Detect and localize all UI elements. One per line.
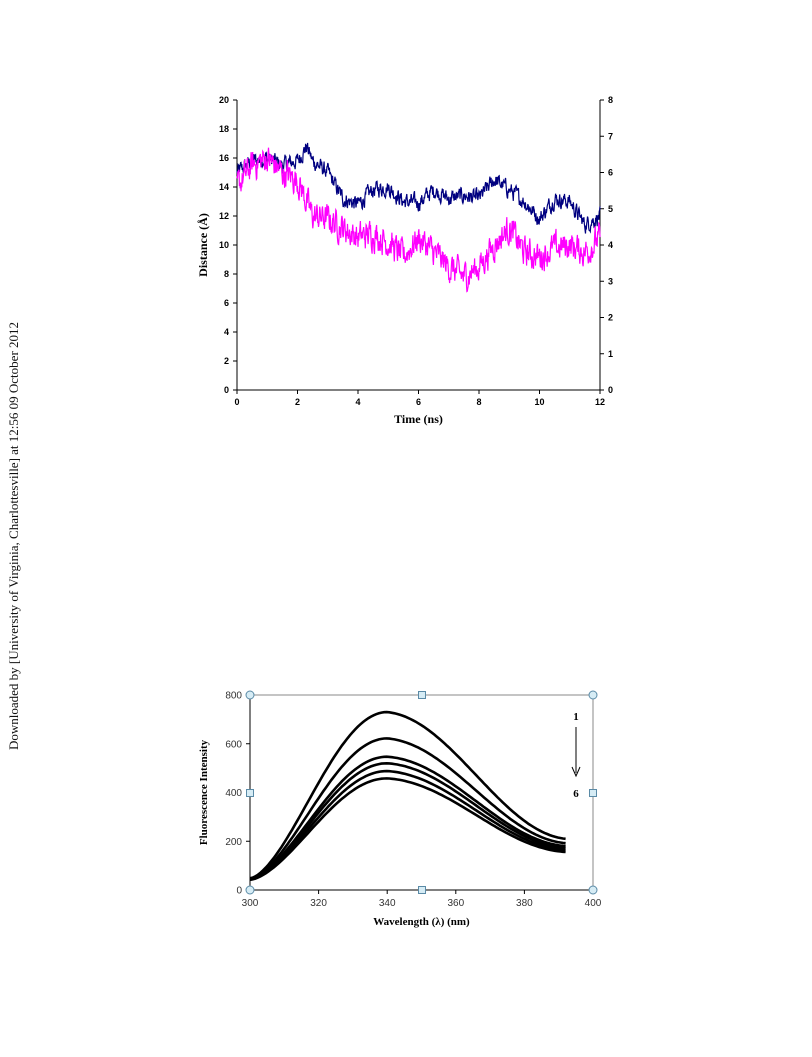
y-tick-label: 12 — [219, 211, 229, 221]
y2-tick-label: 4 — [608, 240, 613, 250]
x-tick-label: 2 — [295, 397, 300, 407]
y-tick-label: 0 — [224, 385, 229, 395]
y-tick-label: 14 — [219, 182, 229, 192]
edge-resize-handle — [418, 886, 426, 894]
y-axis-title: Distance (Å) — [196, 213, 210, 277]
y-tick-label: 800 — [225, 691, 242, 702]
x-tick-label: 360 — [447, 898, 464, 909]
fluorescence-curve-6 — [249, 777, 566, 882]
y2-tick-label: 0 — [608, 385, 613, 395]
annotation-start-label: 1 — [573, 711, 579, 723]
x-tick-label: 400 — [585, 898, 602, 909]
y-tick-label: 20 — [219, 95, 229, 105]
x-axis-title: Time (ns) — [394, 412, 443, 426]
x-tick-label: 0 — [234, 397, 239, 407]
y-tick-label: 600 — [225, 739, 242, 750]
y-tick-label: 8 — [224, 269, 229, 279]
x-tick-label: 380 — [516, 898, 533, 909]
y-tick-label: 200 — [225, 837, 242, 848]
y-tick-label: 400 — [225, 788, 242, 799]
y-tick-label: 0 — [236, 886, 242, 897]
series-line-1 — [236, 142, 601, 234]
y2-tick-label: 6 — [608, 168, 613, 178]
annotation-end-label: 6 — [573, 788, 579, 800]
y2-tick-label: 7 — [608, 131, 613, 141]
x-tick-label: 4 — [355, 397, 360, 407]
series-line-2 — [236, 147, 601, 293]
y-tick-label: 2 — [224, 356, 229, 366]
y-tick-label: 10 — [219, 240, 229, 250]
x-tick-label: 340 — [379, 898, 396, 909]
y-tick-label: 4 — [224, 327, 229, 337]
corner-resize-handle — [588, 885, 598, 895]
x-tick-label: 10 — [534, 397, 544, 407]
edge-resize-handle — [589, 789, 597, 797]
x-tick-label: 300 — [242, 898, 259, 909]
x-tick-label: 8 — [476, 397, 481, 407]
y-tick-label: 18 — [219, 124, 229, 134]
y-tick-label: 16 — [219, 153, 229, 163]
fluorescence-curve-1 — [249, 710, 566, 880]
y2-tick-label: 2 — [608, 313, 613, 323]
y-axis-title: Fluorescence Intensity — [198, 739, 210, 845]
fluorescence-curve-4 — [249, 761, 566, 881]
edge-resize-handle — [418, 691, 426, 699]
x-axis-title: Wavelength (λ) (nm) — [373, 916, 470, 928]
corner-resize-handle — [588, 690, 598, 700]
x-tick-label: 320 — [310, 898, 327, 909]
y2-tick-label: 3 — [608, 276, 613, 286]
y2-tick-label: 8 — [608, 95, 613, 105]
x-tick-label: 6 — [416, 397, 421, 407]
fluorescence-curve-3 — [249, 755, 566, 881]
corner-resize-handle — [245, 690, 255, 700]
y2-tick-label: 1 — [608, 349, 613, 359]
y2-tick-label: 5 — [608, 204, 613, 214]
fluorescence-curve-2 — [249, 737, 566, 881]
corner-resize-handle — [245, 885, 255, 895]
y-tick-label: 6 — [224, 298, 229, 308]
x-tick-label: 12 — [595, 397, 605, 407]
edge-resize-handle — [246, 789, 254, 797]
fluorescence-curve-5 — [249, 769, 566, 881]
annotation-arrow-head — [571, 766, 581, 778]
